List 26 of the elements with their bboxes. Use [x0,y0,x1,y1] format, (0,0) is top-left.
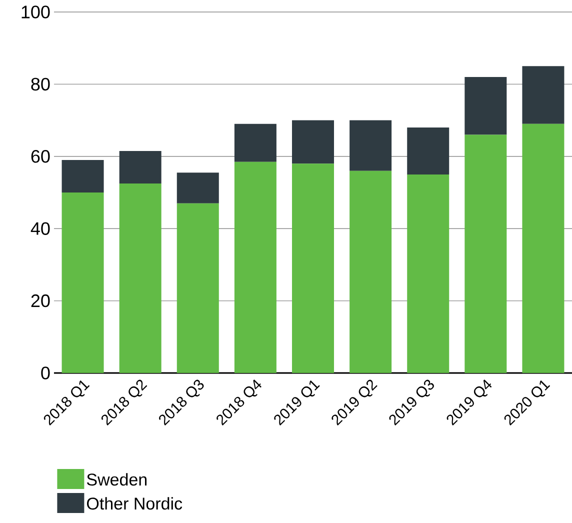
bar [176,172,219,204]
y-tick-label: 40 [30,222,50,235]
bar [464,134,507,373]
bar [292,120,334,164]
bar [407,174,450,373]
bar [350,120,392,171]
bar [234,124,276,162]
y-tick-label: 80 [31,78,50,91]
bar [407,128,450,174]
bar [292,164,334,373]
bar [176,203,219,373]
bar [62,192,104,373]
bar [522,124,564,373]
y-tick-label: 20 [31,294,50,308]
bar [119,183,162,373]
bar [350,170,392,373]
y-tick-label: 0 [41,366,50,380]
bar [62,160,104,192]
legend-label: Sweden [86,473,147,486]
y-tick-label: 60 [31,150,50,163]
bar [522,66,564,124]
bar [119,150,162,184]
bar [234,162,276,373]
bar [464,76,507,135]
legend-label: Other Nordic [87,497,182,510]
y-tick-label: 100 [22,6,50,18]
